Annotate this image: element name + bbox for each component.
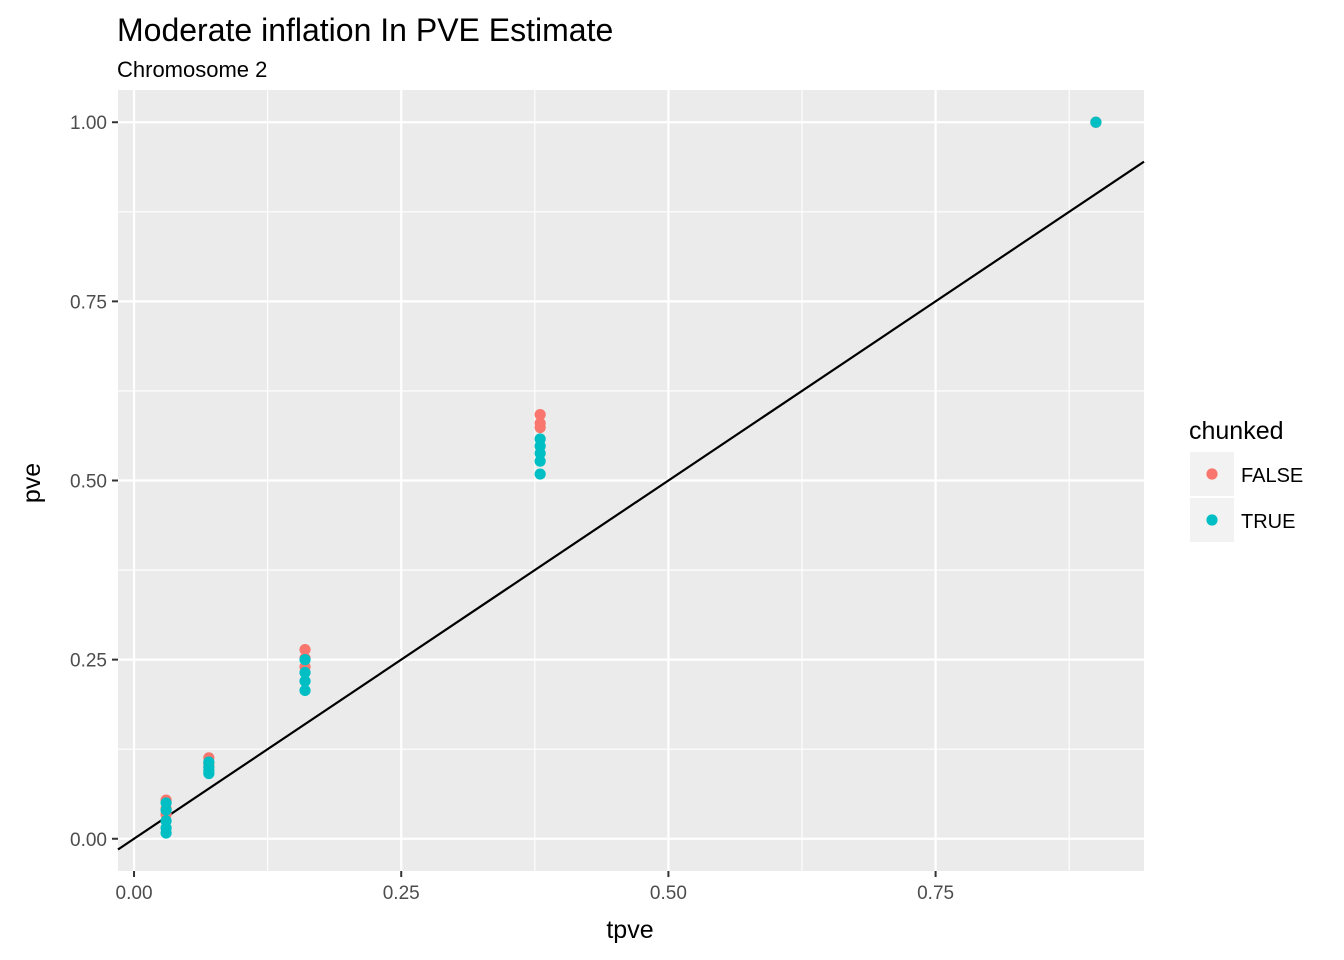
y-axis-title: pve: [18, 463, 46, 503]
x-tick-label: 0.75: [917, 883, 954, 904]
legend-label-true: TRUE: [1241, 511, 1295, 533]
point-true: [299, 666, 311, 679]
chart-title: Moderate inflation In PVE Estimate: [117, 12, 613, 48]
point-false: [299, 643, 311, 656]
point-false: [534, 421, 546, 434]
point-true: [534, 455, 546, 467]
data-points: [160, 116, 1102, 839]
reference-line-group: [117, 160, 1145, 851]
point-true: [1090, 116, 1102, 128]
legend-swatch-true: [1206, 514, 1218, 526]
y-tick-label: 0.50: [70, 472, 107, 493]
point-false: [534, 408, 546, 421]
y-tick-label: 0.00: [70, 830, 107, 851]
reference-line: [117, 160, 1145, 851]
point-true: [534, 468, 546, 480]
x-axis-title: tpve: [606, 916, 653, 944]
point-true: [534, 447, 546, 459]
legend-label-false: FALSE: [1241, 465, 1303, 487]
legend-title: chunked: [1189, 417, 1284, 445]
point-true: [299, 684, 311, 697]
point-true: [299, 654, 311, 666]
x-tick-label: 0.25: [383, 883, 420, 904]
x-axis: 0.00 0.25 0.50 0.75: [116, 871, 954, 904]
y-tick-label: 1.00: [70, 113, 107, 134]
y-tick-label: 0.25: [70, 651, 107, 672]
y-axis: 0.00 0.25 0.50 0.75 1.00: [70, 113, 118, 851]
point-true: [160, 827, 172, 839]
point-true: [203, 767, 215, 780]
chart-subtitle: Chromosome 2: [117, 57, 267, 82]
legend-swatch-false: [1206, 468, 1218, 480]
point-true: [160, 804, 172, 816]
y-tick-label: 0.75: [70, 292, 107, 313]
x-tick-label: 0.00: [116, 883, 153, 904]
x-tick-label: 0.50: [650, 883, 687, 904]
point-true: [299, 675, 311, 687]
legend: chunked FALSE TRUE: [1189, 417, 1303, 542]
